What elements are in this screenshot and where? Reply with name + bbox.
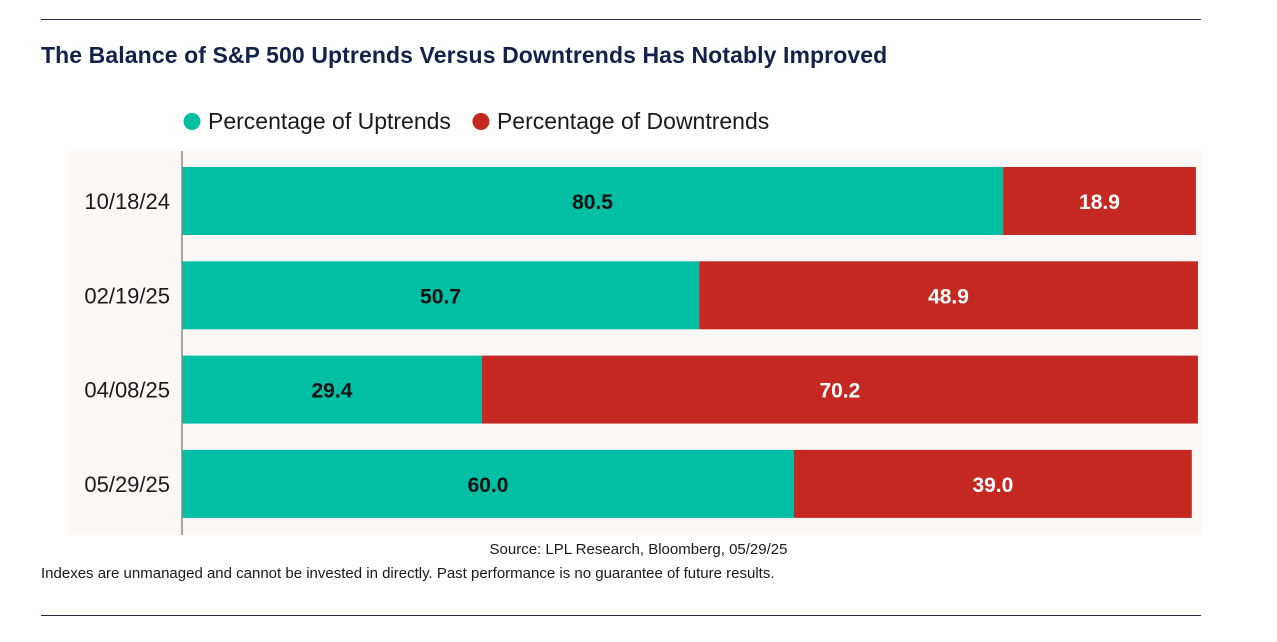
bar-downtrends-1	[699, 261, 1198, 330]
source-note: Source: LPL Research, Bloomberg, 05/29/2…	[489, 541, 788, 558]
legend-label-downtrends: Percentage of Downtrends	[497, 108, 769, 134]
category-label-2: 04/08/25	[84, 378, 170, 403]
category-label-0: 10/18/24	[84, 189, 170, 214]
legend-marker-downtrends	[472, 113, 490, 130]
data-label-downtrends-3: 39.0	[972, 474, 1013, 497]
category-label-3: 05/29/25	[84, 472, 170, 497]
data-label-downtrends-0: 18.9	[1079, 191, 1120, 214]
bottom-divider	[41, 615, 1201, 616]
legend-label-uptrends: Percentage of Uptrends	[208, 108, 451, 134]
bar-uptrends-1	[182, 261, 700, 330]
category-label-1: 02/19/25	[84, 283, 170, 308]
bar-downtrends-3	[794, 449, 1192, 518]
top-divider	[41, 19, 1201, 20]
bar-uptrends-2	[182, 355, 482, 424]
bar-uptrends-0	[182, 167, 1004, 235]
data-label-uptrends-0: 80.5	[572, 191, 613, 214]
data-label-uptrends-1: 50.7	[420, 285, 461, 308]
bar-downtrends-2	[481, 355, 1198, 424]
data-label-downtrends-2: 70.2	[819, 380, 860, 403]
legend-marker-uptrends	[183, 113, 201, 130]
data-label-uptrends-2: 29.4	[312, 380, 353, 403]
disclaimer-note: Indexes are unmanaged and cannot be inve…	[41, 565, 775, 582]
data-label-downtrends-1: 48.9	[928, 285, 969, 308]
data-label-uptrends-3: 60.0	[468, 474, 509, 497]
bar-uptrends-3	[182, 449, 794, 518]
chart-title: The Balance of S&P 500 Uptrends Versus D…	[41, 42, 888, 68]
bar-downtrends-0	[1003, 167, 1196, 235]
